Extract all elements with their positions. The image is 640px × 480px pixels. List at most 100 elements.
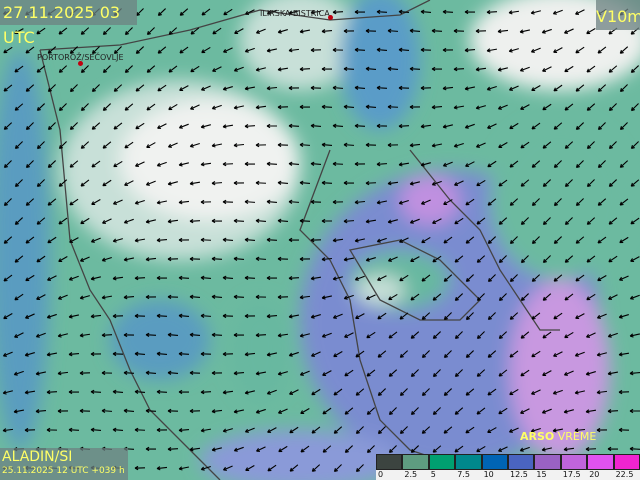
wind-arrow (321, 218, 333, 224)
wind-arrow (376, 47, 388, 52)
wind-arrow (476, 445, 486, 453)
wind-arrow (178, 351, 190, 357)
wind-arrow (69, 160, 79, 168)
wind-arrow (200, 465, 211, 471)
wind-arrow (244, 275, 256, 281)
wind-arrow (553, 122, 563, 130)
wind-arrow (178, 389, 190, 395)
wind-arrow (91, 160, 101, 168)
wind-arrow (343, 142, 355, 147)
wind-arrow (47, 275, 57, 281)
wind-arrow (36, 294, 46, 300)
wind-arrow (586, 141, 595, 150)
wind-arrow (25, 236, 35, 244)
wind-arrow (508, 427, 519, 433)
wind-arrow (200, 275, 212, 280)
wind-arrow (310, 276, 322, 281)
wind-arrow (608, 103, 617, 112)
wind-arrow (552, 389, 563, 395)
wind-arrow (124, 180, 134, 186)
wind-arrow (464, 48, 476, 53)
wind-arrow (223, 8, 233, 16)
wind-arrow (13, 409, 25, 414)
wind-arrow (365, 142, 377, 148)
wind-arrow (233, 218, 245, 224)
wind-arrow (266, 314, 278, 319)
wind-arrow (388, 407, 397, 416)
wind-arrow (14, 179, 23, 188)
wind-arrow (156, 200, 168, 205)
wind-arrow (288, 85, 300, 91)
wind-arrow (277, 333, 289, 338)
wind-arrow (47, 198, 57, 206)
wind-arrow (90, 351, 102, 357)
wind-arrow (442, 161, 453, 167)
wind-arrow (244, 352, 256, 357)
wind-arrow (410, 331, 420, 339)
wind-arrow (113, 122, 123, 130)
wind-arrow (57, 294, 68, 300)
wind-arrow (530, 427, 541, 433)
city-label: PORTOROŽ/SEČOVLJE (37, 53, 124, 62)
wind-arrow (288, 351, 299, 357)
wind-arrow (509, 350, 519, 358)
wind-arrow (113, 160, 123, 168)
wind-arrow (553, 351, 563, 357)
wind-arrow (443, 388, 453, 396)
wind-arrow (145, 408, 157, 413)
wind-arrow (498, 369, 508, 377)
wind-arrow (212, 27, 222, 35)
wind-arrow (597, 198, 607, 206)
wind-arrow (365, 66, 377, 71)
wind-arrow (200, 428, 212, 433)
wind-arrow (409, 181, 420, 186)
wind-arrow (332, 199, 344, 205)
wind-arrow (585, 446, 597, 452)
wind-arrow (497, 29, 509, 34)
wind-arrow (156, 313, 168, 319)
wind-arrow (409, 143, 421, 148)
wind-arrow (531, 236, 540, 245)
wind-arrow (135, 122, 145, 130)
wind-arrow (619, 46, 629, 54)
wind-arrow (333, 426, 343, 434)
wind-arrow (112, 238, 123, 243)
wind-arrow (112, 276, 124, 281)
wind-arrow (520, 255, 529, 264)
wind-arrow (255, 142, 267, 148)
wind-arrow (564, 103, 574, 111)
wind-arrow (68, 314, 80, 319)
wind-arrow (288, 275, 300, 281)
wind-arrow (332, 161, 344, 167)
wind-arrow (443, 274, 453, 282)
wind-arrow (487, 198, 497, 206)
wind-arrow (289, 464, 299, 472)
arso-logo: ARSO VREME (520, 430, 596, 443)
wind-arrow (277, 67, 289, 72)
wind-arrow (36, 255, 46, 263)
wind-arrow (354, 275, 365, 281)
wind-arrow (266, 123, 278, 129)
wind-arrow (454, 445, 464, 453)
wind-arrow (266, 48, 277, 53)
wind-arrow (630, 179, 640, 187)
wind-arrow (80, 141, 90, 149)
wind-arrow (189, 256, 201, 262)
wind-arrow (332, 313, 343, 319)
legend-swatch (534, 454, 561, 470)
wind-arrow (233, 332, 245, 338)
wind-arrow (277, 408, 288, 414)
wind-arrow (80, 103, 89, 112)
wind-arrow (409, 218, 420, 224)
wind-arrow (24, 352, 35, 357)
wind-arrow (629, 446, 640, 452)
wind-arrow (366, 331, 376, 339)
wind-arrow (134, 351, 146, 356)
wind-arrow (299, 333, 310, 338)
wind-arrow (332, 85, 344, 90)
wind-arrow (519, 29, 531, 34)
wind-arrow (35, 332, 46, 338)
wind-arrow (333, 351, 343, 358)
wind-arrow (387, 181, 399, 186)
